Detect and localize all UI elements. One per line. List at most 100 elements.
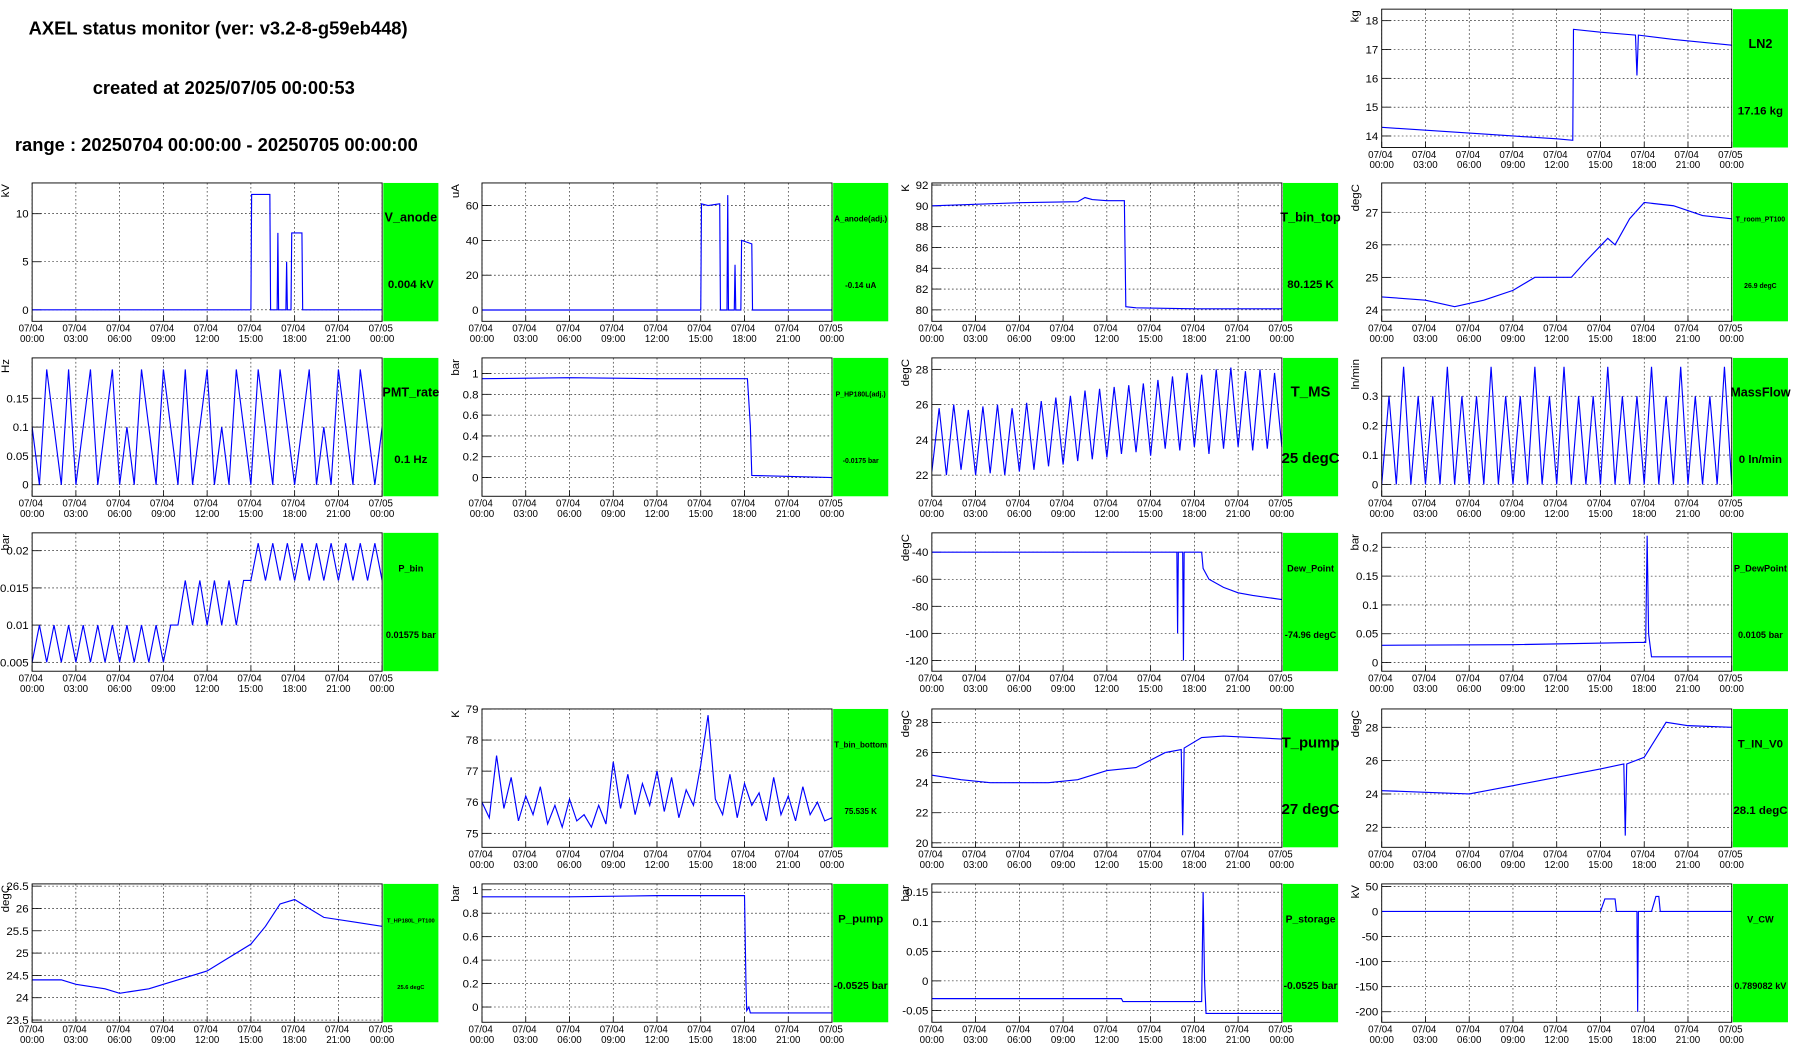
y-tick-label: 0 <box>22 305 28 317</box>
x-tick-label: 07/04 12:00 <box>1543 1025 1570 1046</box>
x-tick-label: 07/04 15:00 <box>687 850 714 871</box>
x-tick-label: 07/05 00:00 <box>1268 674 1295 695</box>
x-tick-label: 07/04 18:00 <box>1631 850 1658 871</box>
x-tick-label: 07/04 06:00 <box>1456 674 1483 695</box>
y-axis-label: degC <box>900 710 912 737</box>
data-line <box>1381 366 1732 485</box>
y-axis-label: K <box>450 710 462 718</box>
x-tick-label: 07/04 03:00 <box>962 499 989 520</box>
x-tick-label: 07/04 18:00 <box>1181 674 1208 695</box>
time-range: range : 20250704 00:00:00 - 20250705 00:… <box>15 134 418 155</box>
x-tick-label: 07/04 09:00 <box>1499 324 1526 345</box>
plot-frame <box>481 182 833 322</box>
y-tick-label: 28 <box>916 718 929 730</box>
plot-content <box>931 551 1282 661</box>
x-tick-label: 07/04 12:00 <box>194 324 221 345</box>
x-tick-label: 07/04 03:00 <box>512 1025 539 1046</box>
status-name: Dew_Point <box>1287 564 1334 574</box>
x-tick-label: 07/04 06:00 <box>556 499 583 520</box>
x-tick-label: 07/04 03:00 <box>62 1025 89 1046</box>
y-tick-label: 25.5 <box>6 926 28 938</box>
x-tick-label: 07/04 15:00 <box>1587 499 1614 520</box>
y-tick-label: 79 <box>466 704 479 716</box>
data-line <box>931 196 1282 310</box>
x-tick-label: 07/04 18:00 <box>281 674 308 695</box>
y-tick-label: 14 <box>1366 131 1379 143</box>
y-tick-label: 0.15 <box>906 887 928 899</box>
plot-content <box>32 369 383 485</box>
status-value: 0.004 kV <box>388 279 434 291</box>
y-tick-label: 60 <box>466 201 479 213</box>
y-axis-label: uA <box>450 184 462 198</box>
x-tick-label: 07/04 21:00 <box>1225 324 1252 345</box>
y-axis-label: bar <box>0 534 12 551</box>
y-tick-label: 0.015 <box>0 583 29 595</box>
data-line <box>32 543 383 663</box>
plot-content <box>481 715 833 830</box>
plot-content <box>931 892 1282 1014</box>
x-tick-label: 07/04 00:00 <box>1368 1025 1395 1046</box>
status-name: T_bin_top <box>1280 211 1341 225</box>
x-tick-label: 07/05 00:00 <box>369 674 396 695</box>
y-tick-label: 80 <box>916 305 929 317</box>
y-axis-label: kg <box>1350 10 1362 22</box>
plot-content <box>1381 721 1732 836</box>
y-tick-label: 0.6 <box>463 410 479 422</box>
y-tick-label: 16 <box>1366 73 1379 85</box>
x-tick-label: 07/04 18:00 <box>1181 850 1208 871</box>
status-value: -0.14 uA <box>845 281 876 290</box>
y-tick-label: 28 <box>916 364 929 376</box>
data-line <box>481 377 833 479</box>
y-tick-label: 92 <box>916 180 929 192</box>
plot-content <box>1381 366 1732 485</box>
x-tick-label: 07/04 00:00 <box>918 499 945 520</box>
y-tick-label: -0.05 <box>902 1005 928 1017</box>
x-tick-label: 07/04 15:00 <box>687 499 714 520</box>
y-tick-label: -200 <box>1355 1007 1378 1019</box>
x-tick-label: 07/04 06:00 <box>1456 150 1483 171</box>
y-tick-label: 24 <box>16 993 29 1005</box>
status-name: T_MS <box>1291 385 1331 401</box>
x-tick-label: 07/04 18:00 <box>1181 1025 1208 1046</box>
x-tick-label: 07/04 03:00 <box>62 499 89 520</box>
plot-frame <box>1381 357 1733 497</box>
status-box <box>1283 182 1339 322</box>
plot-frame <box>931 182 1283 322</box>
status-box <box>1732 357 1788 497</box>
x-tick-label: 07/04 15:00 <box>1137 674 1164 695</box>
x-tick-label: 07/04 03:00 <box>962 1025 989 1046</box>
y-tick-label: 0 <box>1372 906 1378 918</box>
y-tick-label: 77 <box>466 766 479 778</box>
status-value: 0.1 Hz <box>394 454 427 466</box>
y-tick-label: -120 <box>905 655 928 667</box>
y-tick-label: 0.3 <box>1362 391 1378 403</box>
x-tick-label: 07/04 03:00 <box>512 850 539 871</box>
x-tick-label: 07/04 09:00 <box>1499 499 1526 520</box>
plot-frame <box>1381 182 1733 322</box>
plot-frame <box>1381 532 1733 672</box>
x-tick-label: 07/04 21:00 <box>325 674 352 695</box>
status-name: P_DewPoint <box>1734 564 1787 574</box>
y-tick-label: 84 <box>916 263 929 275</box>
x-tick-label: 07/04 12:00 <box>1543 674 1570 695</box>
created-time: created at 2025/07/05 00:00:53 <box>93 77 355 98</box>
x-tick-label: 07/04 03:00 <box>962 324 989 345</box>
y-tick-label: 0.15 <box>6 393 28 405</box>
status-name: T_pump <box>1282 736 1340 752</box>
plot-content <box>32 543 383 663</box>
x-tick-label: 07/04 12:00 <box>643 324 670 345</box>
y-tick-label: 0.2 <box>1362 421 1378 433</box>
y-axis-label: bar <box>1350 534 1362 551</box>
data-line <box>32 898 383 994</box>
x-tick-label: 07/04 00:00 <box>19 1025 46 1046</box>
x-tick-label: 07/04 09:00 <box>1499 850 1526 871</box>
x-tick-label: 07/04 06:00 <box>1006 324 1033 345</box>
status-value: 0.789082 kV <box>1734 981 1787 991</box>
status-box <box>1283 883 1339 1023</box>
x-tick-label: 07/04 06:00 <box>106 499 133 520</box>
x-tick-label: 07/05 00:00 <box>1718 324 1745 345</box>
status-box <box>833 182 889 322</box>
x-tick-label: 07/05 00:00 <box>1268 1025 1295 1046</box>
